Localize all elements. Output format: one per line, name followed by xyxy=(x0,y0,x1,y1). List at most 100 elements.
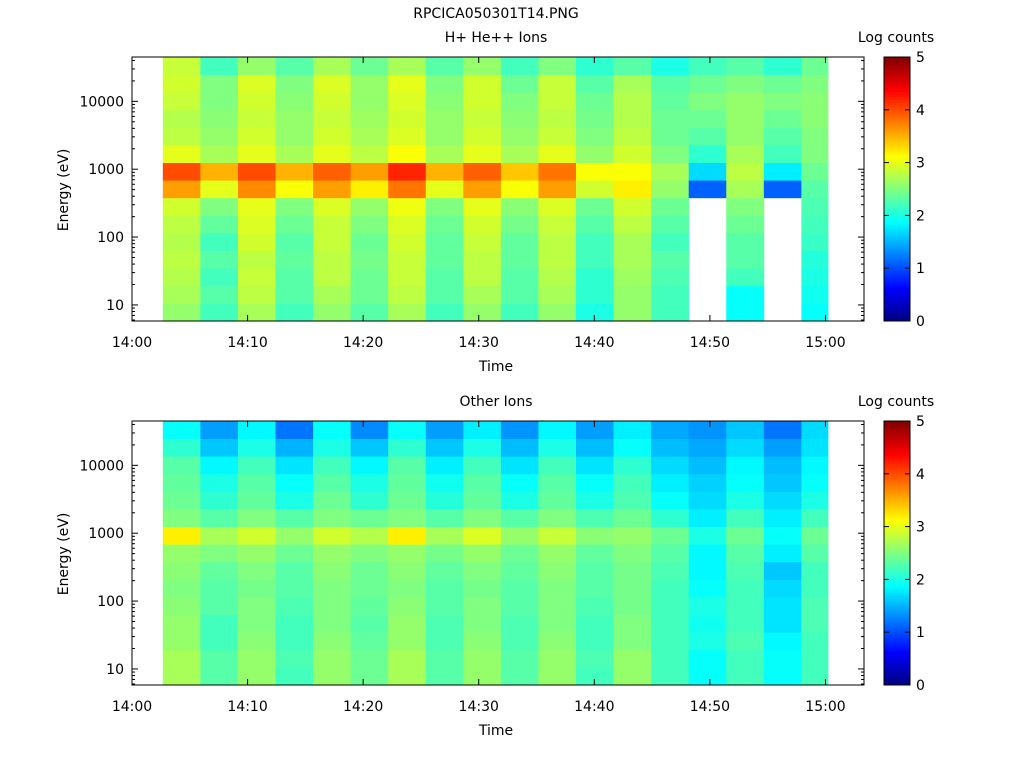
heatmap-cell xyxy=(538,127,577,146)
heatmap-cell xyxy=(237,127,276,146)
heatmap-cell xyxy=(275,614,314,633)
heatmap-cell xyxy=(688,667,727,686)
heatmap-cell xyxy=(162,544,201,563)
colorbar-swatch xyxy=(884,637,910,641)
colorbar-swatch xyxy=(884,502,910,506)
heatmap-cell xyxy=(425,544,464,563)
heatmap-cell xyxy=(350,215,389,234)
heatmap-cell xyxy=(162,233,201,251)
heatmap-cell xyxy=(613,180,652,199)
heatmap-cell xyxy=(801,92,829,111)
heatmap-cell xyxy=(688,57,727,75)
heatmap-cell xyxy=(388,109,427,128)
heatmap-cell xyxy=(651,57,690,75)
colorbar-swatch xyxy=(884,492,910,496)
colorbar-swatch xyxy=(884,582,910,586)
heatmap-cell xyxy=(463,561,502,580)
colorbar-swatch xyxy=(884,597,910,601)
heatmap-cell xyxy=(237,180,276,199)
colorbar-swatch xyxy=(884,165,910,169)
heatmap-cell xyxy=(538,303,577,322)
heatmap-cell xyxy=(613,215,652,234)
heatmap-cell xyxy=(576,561,614,580)
colorbar-swatch xyxy=(884,608,910,612)
heatmap-cell xyxy=(688,145,727,163)
colorbar-swatch xyxy=(884,555,910,559)
heatmap-cell xyxy=(425,233,464,251)
heatmap-cell xyxy=(538,526,577,545)
colorbar-swatch xyxy=(884,299,910,303)
heatmap-cell xyxy=(763,109,802,128)
heatmap-cell xyxy=(425,285,464,304)
colorbar-tick-label: 1 xyxy=(916,625,925,641)
heatmap-cell xyxy=(613,57,652,75)
heatmap-cell xyxy=(763,57,802,75)
heatmap-cell xyxy=(162,632,201,651)
heatmap-cell xyxy=(576,127,614,146)
heatmap-cell xyxy=(726,473,765,492)
heatmap-cell xyxy=(350,92,389,111)
heatmap-cell xyxy=(538,438,577,457)
heatmap-cell xyxy=(162,456,201,475)
heatmap-cell xyxy=(576,456,614,475)
colorbar-swatch xyxy=(884,497,910,501)
heatmap-cell xyxy=(275,197,314,216)
colorbar-swatch xyxy=(884,136,910,140)
heatmap-cell xyxy=(350,127,389,146)
heatmap-cell xyxy=(801,250,829,269)
colorbar-swatch xyxy=(884,120,910,124)
heatmap-cell xyxy=(763,127,802,146)
y-axis-label: Energy (eV) xyxy=(56,149,72,232)
heatmap-cell xyxy=(275,632,314,651)
heatmap-cell xyxy=(463,526,502,545)
heatmap-cell xyxy=(200,250,239,269)
heatmap-cell xyxy=(313,215,352,234)
heatmap-cell xyxy=(237,74,276,93)
heatmap-cell xyxy=(425,526,464,545)
colorbar-swatch xyxy=(884,505,910,509)
colorbar-swatch xyxy=(884,484,910,488)
x-tick-label: 15:00 xyxy=(805,699,845,715)
colorbar-swatch xyxy=(884,584,910,588)
colorbar-swatch xyxy=(884,241,910,245)
heatmap-cell xyxy=(763,526,802,545)
heatmap-cell xyxy=(500,74,539,93)
heatmap-cell xyxy=(801,473,829,492)
colorbar-swatch xyxy=(884,291,910,295)
colorbar-swatch xyxy=(884,677,910,681)
colorbar-swatch xyxy=(884,558,910,562)
heatmap-cell xyxy=(651,162,690,181)
colorbar-swatch xyxy=(884,421,910,425)
colorbar-swatch xyxy=(884,96,910,100)
colorbar-swatch xyxy=(884,260,910,264)
heatmap-cell xyxy=(313,456,352,475)
heatmap-cell xyxy=(463,162,502,181)
heatmap-cell xyxy=(350,145,389,163)
colorbar-swatch xyxy=(884,645,910,649)
colorbar-swatch xyxy=(884,513,910,517)
colorbar-swatch xyxy=(884,186,910,190)
heatmap-cell xyxy=(500,162,539,181)
colorbar-swatch xyxy=(884,487,910,491)
heatmap-cell xyxy=(275,268,314,287)
heatmap-cell xyxy=(801,614,829,633)
heatmap-cell xyxy=(200,438,239,457)
heatmap-cell xyxy=(688,632,727,651)
heatmap-cell xyxy=(275,233,314,251)
heatmap-cell xyxy=(200,456,239,475)
heatmap-cell xyxy=(538,145,577,163)
heatmap-cell xyxy=(500,649,539,668)
colorbar-swatch xyxy=(884,574,910,578)
heatmap-cell xyxy=(237,509,276,527)
colorbar-swatch xyxy=(884,128,910,132)
colorbar-swatch xyxy=(884,489,910,493)
heatmap-cell xyxy=(801,285,829,304)
heatmap-cell xyxy=(425,197,464,216)
colorbar-swatch xyxy=(884,318,910,322)
colorbar-swatch xyxy=(884,270,910,274)
colorbar-swatch xyxy=(884,101,910,105)
heatmap-cell xyxy=(726,233,765,251)
heatmap-cell xyxy=(651,632,690,651)
heatmap-cell xyxy=(801,667,829,686)
heatmap-cell xyxy=(350,597,389,615)
